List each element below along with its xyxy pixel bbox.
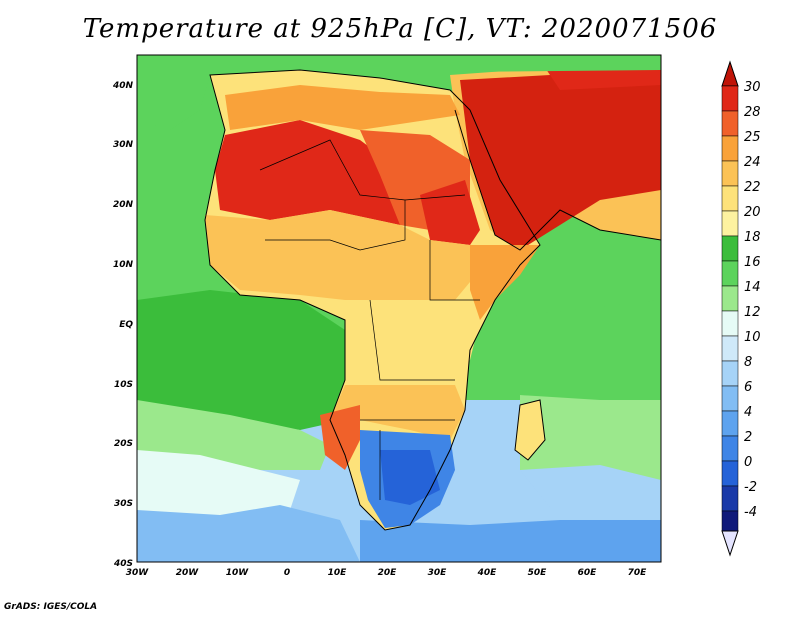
lat-axis: 40N 30N 20N 10N EQ 10S 20S 30S 40S bbox=[112, 81, 134, 569]
lat-label: 20S bbox=[114, 439, 133, 449]
colorbar-label: 25 bbox=[744, 130, 761, 145]
map-title: Temperature at 925hPa [C], VT: 202007150… bbox=[82, 14, 718, 44]
colorbar-swatch bbox=[721, 285, 739, 312]
lat-label: 40S bbox=[113, 559, 133, 569]
borders-central bbox=[360, 194, 480, 500]
field-maghreb bbox=[225, 85, 460, 130]
field-atlantic-green bbox=[137, 290, 345, 430]
colorbar-label: 6 bbox=[744, 380, 752, 395]
colorbar-label: 20 bbox=[744, 205, 761, 220]
coast-red-sea-arabia bbox=[454, 109, 661, 251]
colorbar-label: 24 bbox=[744, 155, 761, 170]
lon-label: 60E bbox=[578, 568, 598, 578]
lon-label: 40E bbox=[477, 568, 498, 578]
field-sahara-core bbox=[215, 120, 420, 225]
colorbar-swatch bbox=[721, 360, 739, 387]
colorbar-swatch bbox=[721, 460, 739, 487]
colorbar-swatch bbox=[721, 110, 739, 137]
field-indian-south bbox=[520, 465, 661, 520]
colorbar-swatch bbox=[721, 335, 739, 362]
lon-axis: 30W 20W 10W 0 10E 20E 30E 40E 50E 60E 70… bbox=[126, 568, 647, 578]
lon-label: 70E bbox=[628, 568, 648, 578]
map-frame bbox=[136, 54, 662, 563]
colorbar-bottom-arrow bbox=[721, 530, 739, 557]
colorbar-label: 14 bbox=[744, 280, 761, 295]
colorbar-swatch bbox=[721, 510, 739, 532]
coastlines bbox=[204, 69, 661, 531]
field-atlantic-pale bbox=[137, 450, 300, 520]
field-atlantic-lightgreen bbox=[137, 400, 330, 470]
colorbar-label: 22 bbox=[744, 180, 761, 195]
lat-label: 40N bbox=[112, 81, 134, 91]
field-arabia-core bbox=[460, 75, 661, 250]
coast-madagascar bbox=[514, 399, 546, 461]
colorbar-swatch bbox=[721, 135, 739, 162]
lon-label: 10E bbox=[328, 568, 348, 578]
lat-label: 20N bbox=[113, 200, 134, 210]
colorbar-swatch bbox=[721, 410, 739, 437]
lon-label: 10W bbox=[226, 568, 250, 578]
colorbar-label: 0 bbox=[744, 455, 752, 470]
colorbar-label: 30 bbox=[744, 80, 761, 95]
colorbar: 30 28 25 24 22 20 18 16 14 12 10 8 6 4 2… bbox=[721, 60, 761, 557]
colorbar-label: 8 bbox=[744, 355, 752, 370]
lat-label: EQ bbox=[119, 320, 133, 330]
coast-africa bbox=[204, 69, 541, 531]
colorbar-swatch bbox=[721, 235, 739, 262]
colorbar-label: -4 bbox=[744, 505, 757, 520]
field-med-green bbox=[137, 55, 661, 130]
field-southern-ocean bbox=[360, 515, 661, 562]
colorbar-label: 28 bbox=[744, 105, 761, 120]
colorbar-swatch bbox=[721, 185, 739, 212]
field-sudan-core bbox=[420, 180, 480, 245]
field-sahel bbox=[205, 210, 480, 305]
lat-label: 10S bbox=[114, 380, 133, 390]
colorbar-label: 12 bbox=[744, 305, 761, 320]
colorbar-label: 10 bbox=[744, 330, 761, 345]
lat-label: 30N bbox=[113, 140, 134, 150]
lon-label: 50E bbox=[528, 568, 548, 578]
colorbar-label: 16 bbox=[744, 255, 761, 270]
lat-label: 30S bbox=[114, 499, 133, 509]
field-south-atlantic bbox=[137, 505, 360, 562]
colorbar-swatch bbox=[721, 385, 739, 412]
lon-label: 30E bbox=[428, 568, 448, 578]
colorbar-label: 4 bbox=[744, 405, 752, 420]
field-angola-zambia bbox=[330, 385, 465, 440]
lat-label: 10N bbox=[113, 260, 134, 270]
field-horn bbox=[470, 245, 540, 320]
colorbar-swatch bbox=[721, 160, 739, 187]
colorbar-swatch bbox=[721, 435, 739, 462]
borders-west bbox=[259, 139, 406, 251]
temperature-field bbox=[137, 55, 661, 562]
colorbar-swatch bbox=[721, 210, 739, 237]
field-indian-green bbox=[520, 395, 661, 480]
colorbar-swatch bbox=[721, 260, 739, 287]
field-central-africa bbox=[345, 300, 480, 385]
colorbar-swatch bbox=[721, 485, 739, 512]
colorbar-swatch bbox=[721, 85, 739, 112]
lon-label: 20E bbox=[378, 568, 398, 578]
lon-label: 20W bbox=[176, 568, 200, 578]
credit-text: GrADS: IGES/COLA bbox=[4, 602, 98, 612]
field-madagascar bbox=[515, 400, 545, 460]
colorbar-label: -2 bbox=[744, 480, 757, 495]
field-south-africa-colder bbox=[380, 450, 440, 505]
lon-label: 30W bbox=[126, 568, 150, 578]
colorbar-top-arrow bbox=[721, 60, 739, 87]
colorbar-label: 18 bbox=[744, 230, 761, 245]
field-indian-eq bbox=[480, 300, 661, 400]
colorbar-swatch bbox=[721, 310, 739, 337]
lon-label: 0 bbox=[284, 568, 290, 578]
colorbar-label: 2 bbox=[744, 430, 752, 445]
